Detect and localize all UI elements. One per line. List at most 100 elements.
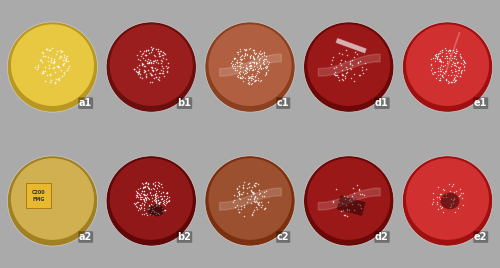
Point — [248, 74, 256, 79]
Point — [140, 202, 148, 206]
Point — [245, 64, 253, 68]
Point — [262, 64, 270, 68]
Point — [151, 195, 159, 199]
Point — [450, 196, 458, 200]
Point — [142, 180, 150, 185]
Point — [162, 191, 170, 196]
Point — [150, 197, 158, 201]
Point — [148, 199, 156, 204]
Point — [150, 180, 158, 185]
Point — [443, 56, 451, 60]
Point — [159, 190, 167, 194]
Point — [142, 198, 150, 202]
Point — [235, 193, 243, 198]
Point — [46, 48, 54, 52]
Point — [257, 67, 265, 72]
Point — [249, 56, 257, 60]
Point — [139, 51, 147, 55]
Point — [452, 64, 460, 68]
Point — [61, 58, 69, 62]
Ellipse shape — [205, 22, 295, 112]
Point — [255, 51, 263, 55]
Point — [250, 54, 258, 58]
Point — [436, 72, 444, 76]
Point — [142, 184, 150, 188]
Point — [154, 184, 162, 188]
Point — [141, 185, 149, 189]
Point — [140, 208, 148, 213]
Point — [261, 56, 269, 61]
Point — [431, 70, 439, 74]
Point — [141, 69, 149, 73]
Point — [452, 51, 460, 55]
Point — [436, 51, 444, 55]
Point — [446, 205, 454, 209]
Point — [355, 187, 363, 191]
Point — [144, 61, 152, 66]
Point — [442, 76, 450, 81]
Point — [144, 196, 152, 201]
Point — [50, 65, 58, 69]
Point — [60, 55, 68, 59]
Point — [137, 195, 145, 199]
Point — [148, 46, 156, 50]
Point — [444, 80, 452, 85]
Point — [152, 200, 160, 204]
Point — [36, 58, 44, 62]
Point — [436, 67, 444, 71]
Point — [251, 52, 259, 56]
Point — [442, 192, 450, 196]
Point — [130, 201, 138, 205]
Point — [450, 67, 458, 72]
Point — [450, 80, 458, 84]
Point — [154, 198, 162, 202]
Point — [149, 193, 157, 198]
Point — [154, 210, 162, 215]
Point — [431, 53, 439, 57]
Point — [162, 64, 170, 68]
Point — [254, 207, 262, 211]
Point — [339, 73, 347, 77]
Point — [144, 207, 152, 211]
Point — [434, 59, 442, 63]
Point — [264, 68, 272, 72]
Point — [253, 200, 261, 204]
Point — [350, 208, 358, 212]
Point — [150, 59, 158, 63]
Point — [42, 79, 50, 83]
Point — [248, 190, 256, 194]
Point — [136, 69, 143, 73]
Point — [439, 59, 447, 64]
Point — [52, 77, 60, 81]
Point — [247, 189, 255, 193]
Point — [136, 203, 144, 207]
Point — [238, 75, 246, 79]
Point — [160, 50, 168, 55]
Point — [146, 212, 154, 216]
Point — [249, 60, 257, 64]
Point — [330, 200, 338, 204]
Point — [250, 60, 258, 64]
Point — [242, 66, 250, 70]
Point — [262, 57, 270, 61]
Point — [150, 210, 158, 214]
Point — [54, 64, 62, 68]
Point — [338, 72, 346, 76]
Point — [355, 188, 363, 192]
Point — [230, 193, 238, 197]
Point — [147, 73, 155, 77]
Point — [46, 80, 54, 84]
Point — [229, 66, 237, 70]
Point — [450, 77, 458, 81]
Ellipse shape — [110, 158, 193, 240]
Point — [434, 207, 442, 211]
Point — [346, 59, 354, 63]
Point — [438, 73, 446, 77]
Point — [138, 200, 145, 205]
Point — [460, 59, 468, 63]
Point — [146, 45, 154, 49]
Point — [44, 59, 52, 63]
Point — [132, 188, 140, 193]
Point — [445, 48, 453, 52]
Point — [252, 72, 260, 77]
